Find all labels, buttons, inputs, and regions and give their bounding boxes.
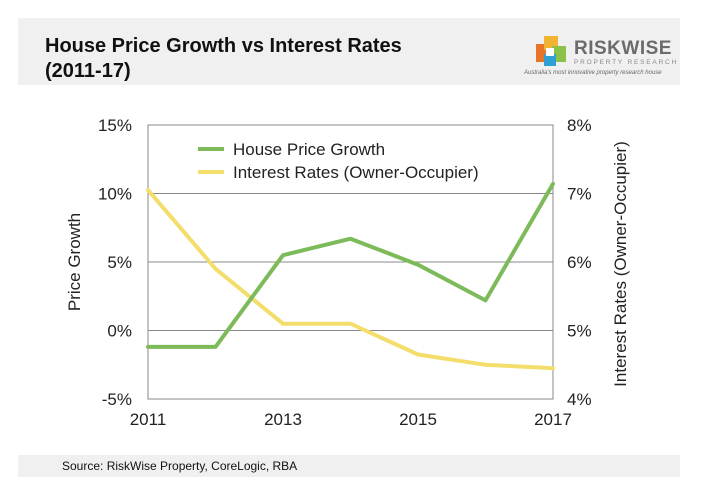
series-line-1 xyxy=(146,188,555,371)
series-layer xyxy=(146,181,555,371)
y2-axis-label: Interest Rates (Owner-Occupier) xyxy=(611,141,630,387)
logo-subtitle: PROPERTY RESEARCH xyxy=(574,59,679,66)
chart-title: House Price Growth vs Interest Rates (20… xyxy=(45,34,465,84)
logo-mark-blue xyxy=(544,54,556,66)
tick-layer: -5% 0% 5% 10% 15% 4% 5% 6% 7% 8% 2011 2013 2015 2017 xyxy=(98,116,592,429)
header-band xyxy=(18,18,680,85)
x-tick-label: 2011 xyxy=(130,410,167,429)
y2-tick-label: 4% xyxy=(567,390,592,409)
logo-tagline: Australia's most innovative property res… xyxy=(524,70,662,76)
y-tick-label: -5% xyxy=(102,390,132,409)
y2-tick-label: 6% xyxy=(567,253,592,272)
y-tick-label: 5% xyxy=(107,253,132,272)
y-axis-label: Price Growth xyxy=(65,213,84,311)
logo-mark-icon xyxy=(536,36,566,66)
title-line-2: (2011-17) xyxy=(45,60,131,82)
y2-tick-label: 8% xyxy=(567,116,592,135)
legend-label: House Price Growth xyxy=(233,140,385,159)
plot-frame xyxy=(147,124,554,400)
logo-wordmark: RISKWISE xyxy=(574,38,672,59)
title-line-1: House Price Growth vs Interest Rates xyxy=(45,35,402,57)
legend-label: Interest Rates (Owner-Occupier) xyxy=(233,163,479,182)
y-tick-label: 10% xyxy=(98,185,132,204)
x-tick-label: 2017 xyxy=(534,410,572,429)
x-tick-label: 2015 xyxy=(399,410,437,429)
source-band xyxy=(18,455,680,477)
y2-tick-label: 7% xyxy=(567,185,592,204)
y-tick-label: 0% xyxy=(107,322,132,341)
y-tick-label: 15% xyxy=(98,116,132,135)
source-note: Source: RiskWise Property, CoreLogic, RB… xyxy=(62,459,298,473)
logo-mark-center xyxy=(546,48,554,56)
y2-tick-label: 5% xyxy=(567,322,592,341)
riskwise-logo: RISKWISE PROPERTY RESEARCH Australia's m… xyxy=(524,26,680,82)
x-tick-label: 2013 xyxy=(264,410,302,429)
legend: House Price Growth Interest Rates (Owner-… xyxy=(198,140,479,182)
series-line-0 xyxy=(146,181,555,349)
